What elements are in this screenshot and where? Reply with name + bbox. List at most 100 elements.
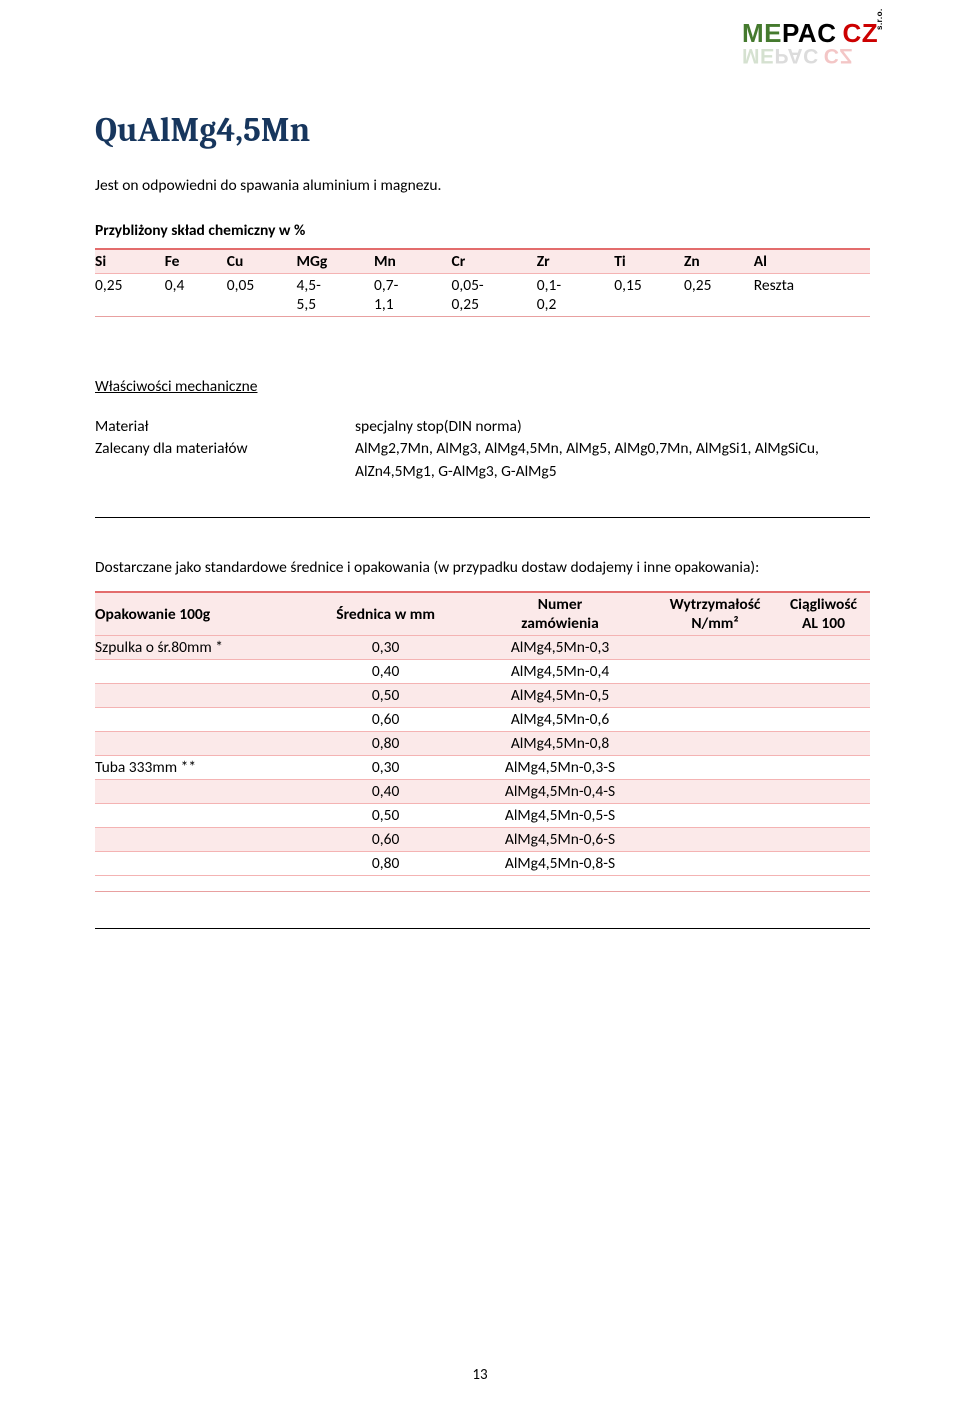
deliv-cell: AlMg4,5Mn-0,8 bbox=[467, 732, 653, 756]
deliv-cell bbox=[95, 852, 304, 876]
deliv-spacer bbox=[95, 876, 870, 892]
deliv-cell: 0,80 bbox=[304, 732, 467, 756]
comp-header: Ti bbox=[614, 249, 684, 274]
logo: MEPAC CZ s.r.o. MEPAC CZ bbox=[742, 18, 912, 67]
deliv-cell: 0,50 bbox=[304, 804, 467, 828]
deliv-cell bbox=[95, 708, 304, 732]
deliv-cell bbox=[777, 804, 870, 828]
deliv-cell bbox=[777, 660, 870, 684]
intro-text: Jest on odpowiedni do spawania aluminium… bbox=[95, 176, 870, 195]
deliv-cell bbox=[653, 756, 777, 780]
deliv-cell bbox=[777, 636, 870, 660]
comp-header: Mn bbox=[374, 249, 452, 274]
properties-title: Właściwości mechaniczne bbox=[95, 377, 870, 396]
comp-cell: 0,05 bbox=[227, 274, 297, 317]
comp-header: Zr bbox=[537, 249, 615, 274]
deliv-cell bbox=[653, 708, 777, 732]
deliv-cell: AlMg4,5Mn-0,4 bbox=[467, 660, 653, 684]
comp-cell: Reszta bbox=[754, 274, 870, 317]
comp-header: Zn bbox=[684, 249, 754, 274]
property-row: Zalecany dla materiałówAlMg2,7Mn, AlMg3,… bbox=[95, 438, 870, 483]
deliv-cell: 0,40 bbox=[304, 780, 467, 804]
deliv-row: 0,40AlMg4,5Mn-0,4 bbox=[95, 660, 870, 684]
logo-suffix: s.r.o. bbox=[875, 8, 884, 30]
property-row: Materiałspecjalny stop(DIN norma) bbox=[95, 416, 870, 438]
deliv-cell: 0,50 bbox=[304, 684, 467, 708]
deliv-cell: AlMg4,5Mn-0,8-S bbox=[467, 852, 653, 876]
deliv-cell bbox=[653, 660, 777, 684]
deliv-cell: 0,30 bbox=[304, 636, 467, 660]
comp-cell: 0,1- 0,2 bbox=[537, 274, 615, 317]
deliv-cell bbox=[95, 732, 304, 756]
comp-header: Al bbox=[754, 249, 870, 274]
deliv-cell bbox=[777, 780, 870, 804]
property-value: AlMg2,7Mn, AlMg3, AlMg4,5Mn, AlMg5, AlMg… bbox=[355, 438, 870, 483]
comp-header: Cr bbox=[452, 249, 537, 274]
deliv-cell bbox=[95, 804, 304, 828]
deliv-row: 0,80AlMg4,5Mn-0,8-S bbox=[95, 852, 870, 876]
deliv-cell bbox=[653, 684, 777, 708]
deliv-cell: AlMg4,5Mn-0,3 bbox=[467, 636, 653, 660]
deliv-cell: AlMg4,5Mn-0,5-S bbox=[467, 804, 653, 828]
deliv-cell: 0,40 bbox=[304, 660, 467, 684]
comp-cell: 0,05- 0,25 bbox=[452, 274, 537, 317]
property-value: specjalny stop(DIN norma) bbox=[355, 416, 522, 438]
deliv-cell bbox=[777, 828, 870, 852]
deliv-row: Szpulka o śr.80mm *0,30AlMg4,5Mn-0,3 bbox=[95, 636, 870, 660]
deliv-cell: AlMg4,5Mn-0,4-S bbox=[467, 780, 653, 804]
comp-cell: 0,25 bbox=[95, 274, 165, 317]
deliv-cell bbox=[653, 828, 777, 852]
deliv-row: Tuba 333mm **0,30AlMg4,5Mn-0,3-S bbox=[95, 756, 870, 780]
deliv-cell bbox=[653, 732, 777, 756]
comp-header: Si bbox=[95, 249, 165, 274]
deliv-row: 0,50AlMg4,5Mn-0,5-S bbox=[95, 804, 870, 828]
composition-label: Przybliżony skład chemiczny w % bbox=[95, 221, 870, 240]
page-number: 13 bbox=[0, 1366, 960, 1384]
deliv-row: 0,60AlMg4,5Mn-0,6-S bbox=[95, 828, 870, 852]
deliv-row: 0,40AlMg4,5Mn-0,4-S bbox=[95, 780, 870, 804]
comp-cell: 0,25 bbox=[684, 274, 754, 317]
deliv-header: Ciągliwość AL 100 bbox=[777, 592, 870, 636]
deliv-cell bbox=[653, 852, 777, 876]
deliv-cell bbox=[777, 732, 870, 756]
deliv-cell: AlMg4,5Mn-0,5 bbox=[467, 684, 653, 708]
properties-section: Właściwości mechaniczne Materiałspecjaln… bbox=[95, 377, 870, 483]
deliv-cell bbox=[653, 804, 777, 828]
deliv-cell bbox=[653, 636, 777, 660]
deliv-cell bbox=[777, 756, 870, 780]
deliv-cell: AlMg4,5Mn-0,3-S bbox=[467, 756, 653, 780]
deliv-cell bbox=[777, 852, 870, 876]
deliv-cell bbox=[95, 828, 304, 852]
property-key: Materiał bbox=[95, 416, 355, 438]
deliv-cell: 0,60 bbox=[304, 708, 467, 732]
comp-cell: 0,15 bbox=[614, 274, 684, 317]
deliv-cell bbox=[95, 684, 304, 708]
deliv-header: Numer zamówienia bbox=[467, 592, 653, 636]
deliv-header: Wytrzymałość N/mm² bbox=[653, 592, 777, 636]
deliv-row: 0,50AlMg4,5Mn-0,5 bbox=[95, 684, 870, 708]
deliv-row: 0,80AlMg4,5Mn-0,8 bbox=[95, 732, 870, 756]
composition-table: SiFeCuMGgMnCrZrTiZnAl 0,250,40,054,5- 5,… bbox=[95, 248, 870, 317]
deliv-cell: Tuba 333mm ** bbox=[95, 756, 304, 780]
deliv-cell bbox=[653, 780, 777, 804]
comp-cell: 4,5- 5,5 bbox=[297, 274, 375, 317]
page-title: QuAlMg4,5Mn bbox=[95, 110, 870, 150]
deliv-cell: 0,80 bbox=[304, 852, 467, 876]
deliv-cell: 0,30 bbox=[304, 756, 467, 780]
logo-reflection: MEPAC CZ bbox=[742, 43, 912, 67]
deliv-row: 0,60AlMg4,5Mn-0,6 bbox=[95, 708, 870, 732]
comp-header: Cu bbox=[227, 249, 297, 274]
deliv-cell: AlMg4,5Mn-0,6 bbox=[467, 708, 653, 732]
delivery-table: Opakowanie 100gŚrednica w mmNumer zamówi… bbox=[95, 591, 870, 892]
delivery-note: Dostarczane jako standardowe średnice i … bbox=[95, 558, 870, 577]
bottom-divider bbox=[95, 928, 870, 929]
property-key: Zalecany dla materiałów bbox=[95, 438, 355, 483]
deliv-cell: AlMg4,5Mn-0,6-S bbox=[467, 828, 653, 852]
deliv-cell bbox=[95, 780, 304, 804]
deliv-cell bbox=[777, 708, 870, 732]
deliv-cell: 0,60 bbox=[304, 828, 467, 852]
comp-cell: 0,4 bbox=[165, 274, 227, 317]
comp-header: Fe bbox=[165, 249, 227, 274]
deliv-header: Opakowanie 100g bbox=[95, 592, 304, 636]
deliv-cell: Szpulka o śr.80mm * bbox=[95, 636, 304, 660]
